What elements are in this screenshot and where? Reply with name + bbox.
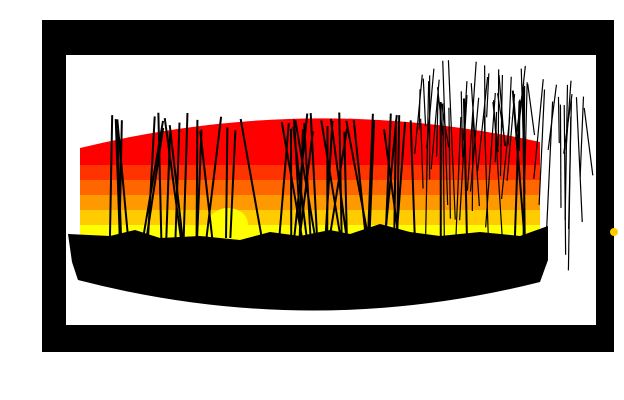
ground bbox=[68, 224, 548, 311]
tree-line bbox=[157, 112, 163, 239]
tree-line bbox=[538, 89, 546, 205]
tree-line bbox=[168, 125, 184, 239]
tree-line bbox=[422, 78, 427, 127]
tree-line bbox=[409, 120, 416, 239]
tree-line bbox=[583, 107, 594, 176]
tree-line bbox=[557, 96, 560, 144]
tree-line bbox=[567, 100, 573, 230]
tree-line bbox=[546, 101, 554, 229]
trees bbox=[108, 60, 594, 271]
tree-line bbox=[460, 91, 464, 158]
tree-line bbox=[455, 116, 462, 244]
tree-line bbox=[435, 89, 439, 157]
sky-band bbox=[80, 165, 540, 180]
tree-line bbox=[345, 120, 370, 239]
tree-line bbox=[225, 127, 229, 239]
tree-line bbox=[293, 113, 309, 239]
tree-line bbox=[499, 75, 504, 177]
tree-line bbox=[205, 116, 223, 239]
tree-line bbox=[448, 107, 451, 219]
tree-line bbox=[292, 119, 302, 239]
tree-line bbox=[199, 131, 214, 239]
tree-line bbox=[559, 104, 562, 208]
tree-line bbox=[368, 119, 376, 239]
tree-line bbox=[383, 114, 398, 239]
tree-line bbox=[469, 97, 480, 192]
tree-line bbox=[436, 87, 444, 136]
tree-line bbox=[108, 115, 114, 239]
tree-line bbox=[426, 68, 435, 149]
tree-line bbox=[442, 60, 449, 206]
tree-line bbox=[383, 129, 400, 239]
tree-line bbox=[564, 84, 569, 220]
tree-line bbox=[278, 122, 290, 239]
tree-line bbox=[527, 83, 536, 136]
tree-line bbox=[420, 118, 424, 189]
tree-line bbox=[414, 74, 423, 154]
tree-line bbox=[579, 96, 585, 177]
tree-line bbox=[447, 60, 456, 220]
sky-band bbox=[80, 180, 540, 195]
tree-line bbox=[425, 81, 430, 239]
tree-line bbox=[393, 119, 398, 239]
tree-line bbox=[145, 127, 165, 239]
tree-line bbox=[506, 93, 516, 181]
tree-line bbox=[182, 112, 189, 239]
tree-line bbox=[466, 61, 477, 191]
tree-line bbox=[476, 76, 489, 172]
tree-line bbox=[533, 79, 544, 179]
tree-line bbox=[459, 95, 468, 221]
tree-line bbox=[516, 65, 526, 143]
tree-line bbox=[462, 81, 468, 141]
tree-line bbox=[500, 116, 511, 199]
tree-line bbox=[343, 131, 348, 239]
tree-line bbox=[366, 113, 374, 239]
tree-line bbox=[492, 101, 499, 153]
tree-line bbox=[523, 85, 526, 230]
tree-line bbox=[498, 75, 506, 146]
tree-line bbox=[229, 130, 237, 239]
tree-line bbox=[195, 119, 199, 239]
tree-line bbox=[575, 97, 583, 223]
tree-line bbox=[163, 117, 182, 239]
tree-line bbox=[470, 83, 480, 207]
tree-line bbox=[298, 131, 314, 239]
tree-line bbox=[324, 120, 334, 239]
tree-line bbox=[486, 73, 490, 118]
tree-line bbox=[442, 103, 446, 260]
tree-line bbox=[174, 122, 181, 239]
tree-line bbox=[511, 90, 526, 239]
tree-line bbox=[563, 105, 567, 255]
tree-line bbox=[114, 119, 121, 239]
sun bbox=[208, 208, 248, 240]
sun-glint bbox=[610, 228, 618, 236]
tree-line bbox=[395, 121, 407, 239]
tree-line bbox=[116, 129, 123, 239]
tree-line bbox=[294, 120, 317, 239]
tree-line bbox=[116, 119, 130, 239]
tree-line bbox=[239, 118, 263, 239]
tree-line bbox=[320, 120, 342, 239]
tree-line bbox=[196, 129, 203, 239]
